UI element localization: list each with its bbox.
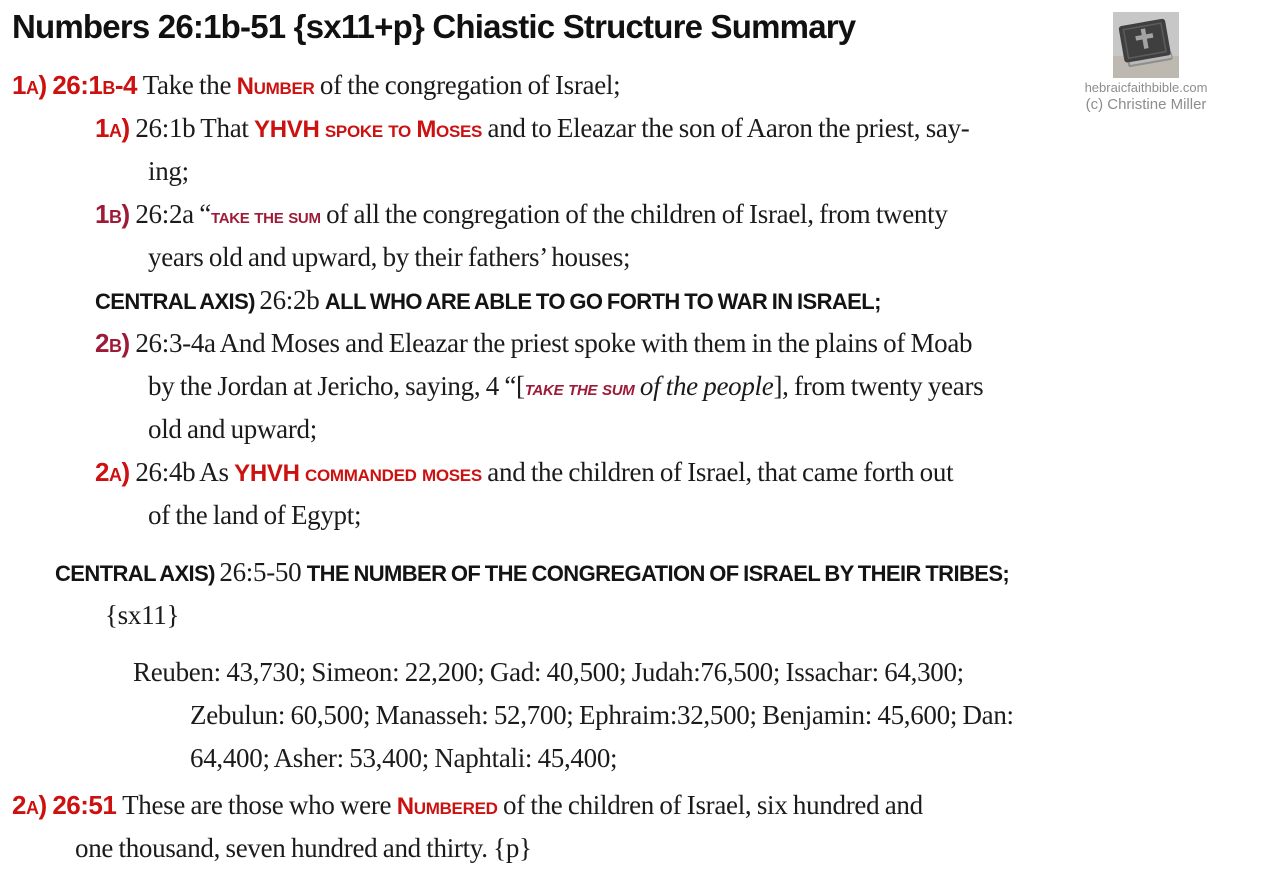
outer-1a-line: 1a) 26:1b-4 Take the Number of the congr… bbox=[0, 64, 1278, 107]
text-segment: CENTRAL AXIS) bbox=[55, 561, 220, 586]
inner-2a-line-1: 2a) 26:4b As YHVH commanded moses and th… bbox=[0, 451, 1278, 494]
text-segment: CENTRAL AXIS) bbox=[95, 289, 260, 314]
text-segment: take the sum bbox=[524, 375, 635, 400]
inner-2b-line-1: 2b) 26:3-4a And Moses and Eleazar the pr… bbox=[0, 322, 1278, 365]
page: Numbers 26:1b-51 {sx11+p} Chiastic Struc… bbox=[0, 8, 1278, 888]
text-segment: Reuben: 43,730; Simeon: 22,200; Gad: 40,… bbox=[133, 657, 964, 687]
text-segment: 26:1b That bbox=[135, 113, 255, 143]
text-segment: Take the bbox=[142, 70, 237, 100]
tribes-line-1: Reuben: 43,730; Simeon: 22,200; Gad: 40,… bbox=[0, 651, 1278, 694]
tribes-line-2: Zebulun: 60,500; Manasseh: 52,700; Ephra… bbox=[0, 694, 1278, 737]
outer-2a-line-2: one thousand, seven hundred and thirty. … bbox=[0, 827, 1278, 870]
text-segment: ], from twenty years bbox=[773, 371, 984, 401]
text-segment: years old and upward, by their fathers’ … bbox=[148, 242, 631, 272]
inner-1a-line-1: 1a) 26:1b That YHVH spoke to Moses and t… bbox=[0, 107, 1278, 150]
text-segment: one thousand, seven hundred and thirty. … bbox=[75, 833, 532, 863]
sx11-tag-line: {sx11} bbox=[0, 594, 1278, 637]
text-segment: 1a) 26:1b-4 bbox=[12, 70, 143, 100]
text-segment: 2a) 26:51 bbox=[12, 790, 123, 820]
text-segment: Number bbox=[236, 73, 315, 100]
text-segment: 64,400; Asher: 53,400; Naphtali: 45,400; bbox=[190, 743, 618, 773]
logo-copyright-text: (c) Christine Miller bbox=[1085, 95, 1207, 113]
inner-central-axis-line: CENTRAL AXIS) 26:2b ALL WHO ARE ABLE TO … bbox=[0, 279, 1278, 322]
text-segment: 26:2b bbox=[259, 285, 325, 315]
text-segment: YHVH commanded moses bbox=[234, 460, 482, 487]
text-segment: by the Jordan at Jericho, saying, 4 “[ bbox=[148, 371, 525, 401]
text-segment: take the sum bbox=[210, 203, 321, 228]
text-segment: 1a) bbox=[95, 113, 136, 143]
bible-with-cross-icon bbox=[1113, 12, 1179, 78]
text-segment: of the children of Israel, six hundred a… bbox=[497, 790, 923, 820]
text-segment: Zebulun: 60,500; Manasseh: 52,700; Ephra… bbox=[190, 700, 1014, 730]
inner-1b-line-2: years old and upward, by their fathers’ … bbox=[0, 236, 1278, 279]
tribes-line-3: 64,400; Asher: 53,400; Naphtali: 45,400; bbox=[0, 737, 1278, 780]
text-segment: 26:2a “ bbox=[135, 199, 211, 229]
inner-1a-line-2: ing; bbox=[0, 150, 1278, 193]
text-segment: THE NUMBER OF THE CONGREGATION OF ISRAEL… bbox=[306, 561, 1010, 586]
inner-1b-line-1: 1b) 26:2a “take the sum of all the congr… bbox=[0, 193, 1278, 236]
inner-2a-line-2: of the land of Egypt; bbox=[0, 494, 1278, 537]
text-segment: YHVH spoke to Moses bbox=[254, 116, 483, 143]
text-segment: 1b) bbox=[95, 199, 136, 229]
inner-2b-line-3: old and upward; bbox=[0, 408, 1278, 451]
text-segment: 2b) bbox=[95, 328, 136, 358]
text-segment: of the people bbox=[634, 371, 774, 401]
text-segment: and to Eleazar the son of Aaron the prie… bbox=[482, 113, 970, 143]
text-segment: These are those who were bbox=[122, 790, 397, 820]
outer-central-axis-line: CENTRAL AXIS) 26:5-50 THE NUMBER OF THE … bbox=[0, 551, 1278, 594]
text-segment: Numbered bbox=[396, 793, 498, 820]
inner-2b-line-2: by the Jordan at Jericho, saying, 4 “[ta… bbox=[0, 365, 1278, 408]
text-segment: of all the congregation of the children … bbox=[320, 199, 948, 229]
outer-2a-line-1: 2a) 26:51 These are those who were Numbe… bbox=[0, 784, 1278, 827]
page-title: Numbers 26:1b-51 {sx11+p} Chiastic Struc… bbox=[12, 8, 856, 45]
text-segment: of the land of Egypt; bbox=[148, 500, 362, 530]
logo-site-text: hebraicfaithbible.com bbox=[1084, 80, 1208, 95]
text-segment: {sx11} bbox=[105, 600, 180, 630]
text-segment: ing; bbox=[148, 156, 189, 186]
document-body: 1a) 26:1b-4 Take the Number of the congr… bbox=[0, 64, 1278, 870]
text-segment: ALL WHO ARE ABLE TO GO FORTH TO WAR IN I… bbox=[324, 289, 882, 314]
text-segment: 26:4b As bbox=[135, 457, 235, 487]
text-segment: of the congregation of Israel; bbox=[314, 70, 621, 100]
text-segment: 2a) bbox=[95, 457, 136, 487]
site-logo: hebraicfaithbible.com (c) Christine Mill… bbox=[1046, 12, 1246, 113]
text-segment: old and upward; bbox=[148, 414, 317, 444]
text-segment: and the children of Israel, that came fo… bbox=[481, 457, 954, 487]
text-segment: 26:5-50 bbox=[219, 557, 307, 587]
text-segment: 26:3-4a And Moses and Eleazar the priest… bbox=[135, 328, 973, 358]
